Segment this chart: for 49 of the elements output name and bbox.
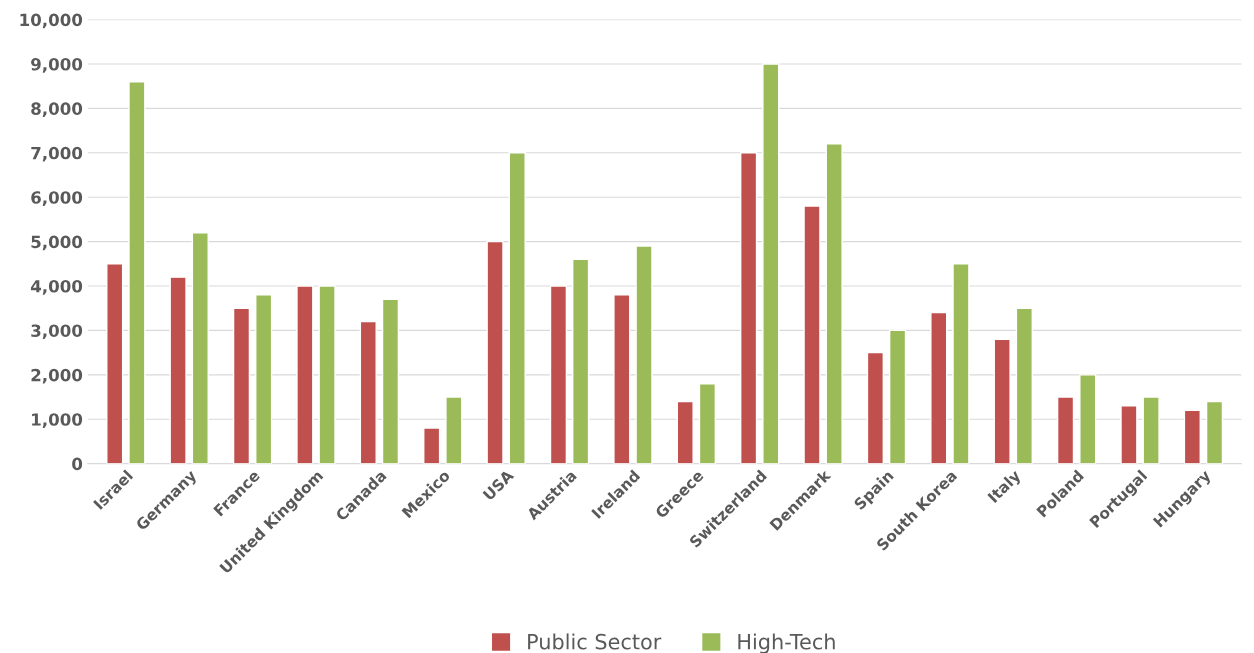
- bar: [318, 285, 336, 464]
- bar: [825, 143, 843, 464]
- y-tick-label: 2,000: [31, 368, 83, 384]
- y-tick-label: 7,000: [31, 146, 83, 162]
- bar: [1205, 400, 1224, 464]
- bar: [128, 81, 146, 464]
- y-tick-label: 8,000: [31, 102, 83, 118]
- bar: [739, 152, 758, 464]
- bar: [1056, 396, 1075, 464]
- bar: [888, 329, 907, 464]
- bar: [191, 232, 209, 464]
- bar: [952, 263, 970, 464]
- bar: [1120, 405, 1138, 464]
- bar: [296, 285, 314, 464]
- bar: [255, 294, 273, 464]
- bar: [549, 285, 568, 464]
- bar: [676, 400, 694, 464]
- bar: [169, 276, 187, 464]
- bar: [803, 205, 821, 464]
- bar: [762, 63, 780, 464]
- legend-label: Public Sector: [528, 633, 662, 650]
- y-tick-label: 5,000: [31, 235, 83, 251]
- bar: [1183, 409, 1201, 464]
- bar: [445, 396, 463, 464]
- y-tick-label: 1,000: [32, 413, 83, 428]
- bar: [486, 240, 504, 464]
- bar: [1142, 396, 1160, 464]
- bar: [635, 245, 653, 464]
- y-tick-label: 6,000: [31, 191, 83, 206]
- y-tick-label: 9,000: [31, 57, 83, 73]
- bar: [1015, 307, 1033, 464]
- bar: [930, 311, 948, 464]
- bar: [993, 338, 1011, 464]
- bar: [572, 258, 590, 464]
- bar: [359, 320, 377, 464]
- bar: [232, 307, 251, 464]
- y-tick-label: 4,000: [30, 279, 83, 295]
- bar: [866, 351, 885, 464]
- bar: [1079, 374, 1097, 464]
- y-tick-label: 0: [72, 457, 83, 471]
- y-tick-label: 3,000: [31, 324, 83, 340]
- bar: [613, 294, 631, 464]
- legend-label: High-Tech: [738, 633, 835, 653]
- bar: [508, 152, 526, 464]
- bar: [423, 427, 441, 464]
- bar: [381, 298, 400, 464]
- bar: [106, 263, 124, 464]
- y-tick-label: 10,000: [20, 13, 83, 29]
- bar: [698, 383, 717, 464]
